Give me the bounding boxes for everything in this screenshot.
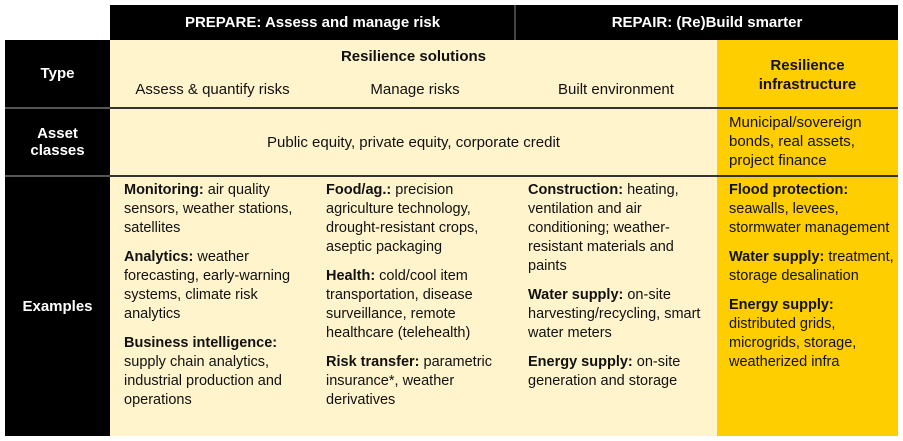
example-item: Water supply: on-site harvesting/recycli… bbox=[528, 286, 714, 343]
example-item: Health: cold/cool item transportation, d… bbox=[326, 267, 516, 343]
infrastructure-area bbox=[717, 40, 898, 436]
header-repair: REPAIR: (Re)Build smarter bbox=[516, 5, 898, 40]
examples-column: Monitoring: air quality sensors, weather… bbox=[124, 181, 314, 420]
example-text: precision agriculture technology, drough… bbox=[326, 182, 479, 255]
example-item: Risk transfer: parametric insurance*, we… bbox=[326, 353, 516, 410]
example-text: parametric insurance*, weather derivativ… bbox=[326, 354, 493, 408]
examples-column: Flood protection: seawalls, levees, stor… bbox=[729, 181, 894, 382]
example-text: on-site generation and storage bbox=[528, 354, 681, 389]
example-item: Water supply: treatment, storage desalin… bbox=[729, 248, 894, 286]
divider bbox=[5, 175, 110, 177]
example-text: heating, ventilation and air conditionin… bbox=[528, 182, 679, 274]
asset-solutions: Public equity, private equity, corporate… bbox=[267, 133, 560, 151]
example-heading: Energy supply: bbox=[528, 354, 633, 370]
example-item: Flood protection: seawalls, levees, stor… bbox=[729, 181, 894, 238]
type-infrastructure: Resilience infrastructure bbox=[758, 56, 857, 93]
example-heading: Health: bbox=[326, 268, 376, 284]
row-label-type: Type bbox=[5, 40, 110, 107]
example-item: Food/ag.: precision agriculture technolo… bbox=[326, 181, 516, 257]
example-heading: Analytics: bbox=[124, 249, 194, 265]
example-text: treatment, storage desalination bbox=[729, 249, 894, 284]
example-text: weather forecasting, early-warning syste… bbox=[124, 249, 291, 322]
example-text: seawalls, levees, stormwater management bbox=[729, 201, 890, 236]
row-label-asset-classes: Asset classes bbox=[5, 109, 110, 175]
example-heading: Business intelligence: bbox=[124, 335, 278, 351]
example-heading: Risk transfer: bbox=[326, 354, 420, 370]
example-heading: Monitoring: bbox=[124, 182, 204, 198]
example-text: supply chain analytics, industrial produ… bbox=[124, 354, 282, 408]
example-heading: Flood protection: bbox=[729, 182, 849, 198]
example-text: distributed grids, microgrids, storage, … bbox=[729, 316, 857, 370]
divider bbox=[110, 107, 898, 109]
examples-column: Construction: heating, ventilation and a… bbox=[528, 181, 714, 401]
example-item: Analytics: weather forecasting, early-wa… bbox=[124, 248, 314, 324]
example-item: Energy supply: on-site generation and st… bbox=[528, 353, 714, 391]
header-divider bbox=[514, 5, 516, 40]
example-text: on-site harvesting/recycling, smart wate… bbox=[528, 287, 701, 341]
example-item: Business intelligence: supply chain anal… bbox=[124, 334, 314, 410]
asset-infrastructure: Municipal/sovereign bonds, real assets, … bbox=[729, 114, 862, 169]
example-text: cold/cool item transportation, disease s… bbox=[326, 268, 473, 341]
examples-column: Food/ag.: precision agriculture technolo… bbox=[326, 181, 516, 420]
example-heading: Food/ag.: bbox=[326, 182, 392, 198]
example-text: air quality sensors, weather stations, s… bbox=[124, 182, 293, 236]
example-heading: Water supply: bbox=[729, 249, 825, 265]
example-item: Energy supply: distributed grids, microg… bbox=[729, 296, 894, 372]
example-item: Monitoring: air quality sensors, weather… bbox=[124, 181, 314, 238]
type-manage: Manage risks bbox=[370, 80, 460, 98]
header-prepare: PREPARE: Assess and manage risk bbox=[110, 5, 515, 40]
example-heading: Water supply: bbox=[528, 287, 624, 303]
example-heading: Construction: bbox=[528, 182, 624, 198]
divider bbox=[110, 175, 898, 177]
row-label-examples: Examples bbox=[5, 177, 110, 436]
divider bbox=[5, 107, 110, 109]
example-heading: Energy supply: bbox=[729, 297, 834, 313]
solutions-area bbox=[110, 40, 717, 436]
type-built: Built environment bbox=[558, 80, 674, 98]
resilience-solutions-heading: Resilience solutions bbox=[340, 47, 487, 65]
example-item: Construction: heating, ventilation and a… bbox=[528, 181, 714, 276]
type-assess: Assess & quantify risks bbox=[135, 80, 290, 98]
